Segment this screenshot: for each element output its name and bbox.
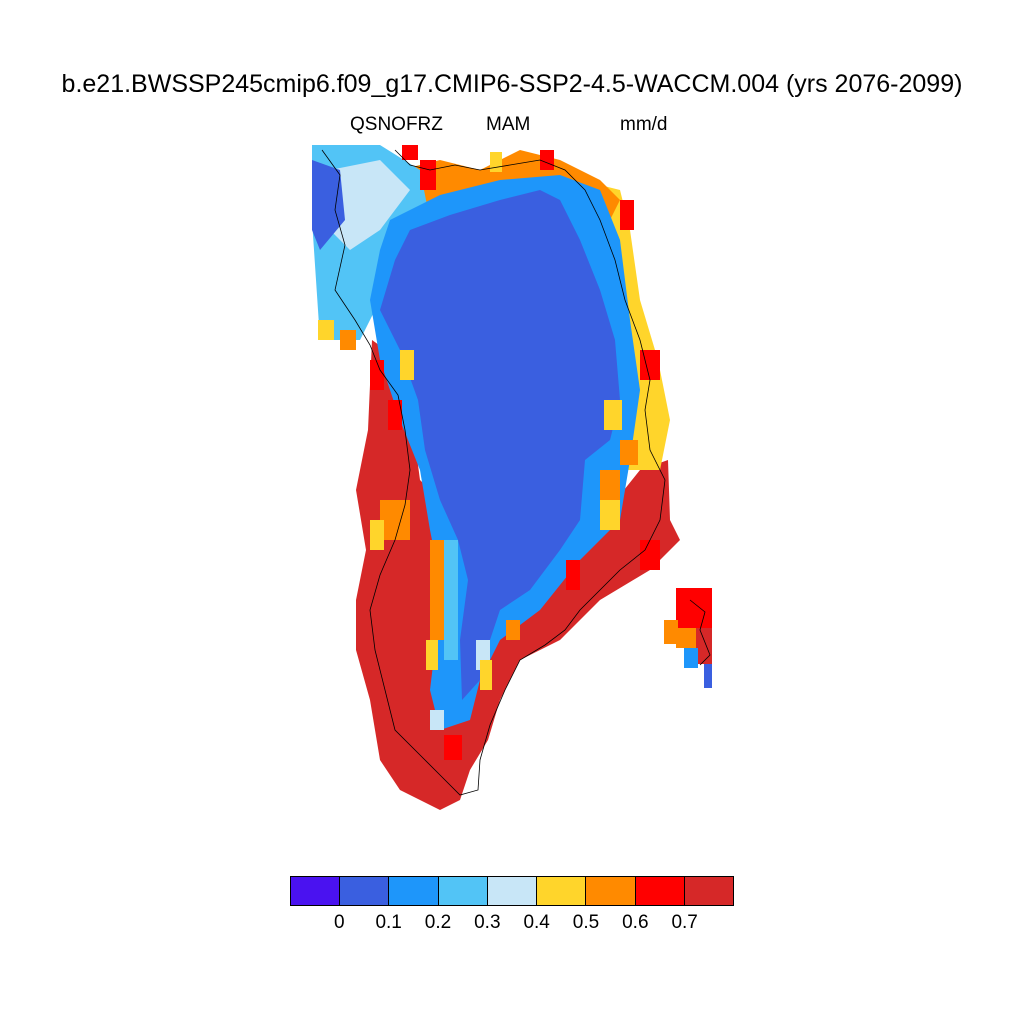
map-patch [430,710,444,730]
colorbar-swatch [586,877,636,905]
plot-title: b.e21.BWSSP245cmip6.f09_g17.CMIP6-SSP2-4… [61,70,963,98]
map-patch [370,360,384,390]
colorbar-swatch [340,877,390,905]
colorbar-tick-label: 0.3 [474,912,501,933]
map-patch [604,400,622,430]
colorbar-swatch [438,877,488,905]
colorbar-swatch [389,877,439,905]
map-patch [620,440,638,465]
map-northwest-white [330,160,410,250]
colorbar-tick-label: 0.2 [424,912,452,933]
colorbar-swatch [537,877,587,905]
colorbar-tick-label: 0.6 [622,912,649,933]
colorbar-tick-label: 0.5 [572,912,600,933]
colorbar [290,876,734,906]
colorbar-swatch [487,877,538,905]
map-patch [600,500,620,530]
colorbar-tick-label: 0.7 [671,912,698,933]
map-patch [566,560,580,590]
colorbar-swatch [291,877,341,905]
map-patch [444,540,458,660]
map-patch [640,350,660,380]
map-interior [380,190,620,700]
map-patch [380,500,410,540]
map-patch [640,540,660,570]
variable-name: QSNOFRZ [350,114,443,135]
map-patch [318,320,334,340]
map-patch [426,640,438,670]
map-patch [340,330,356,350]
map-patch [620,200,634,230]
colorbar-swatch [635,877,685,905]
map-patch [490,152,502,172]
coastline [321,149,666,796]
map-patch [600,470,620,500]
season-label: MAM [486,114,531,135]
colorbar-tick-label: 0.1 [375,912,402,933]
map-patch [480,660,492,690]
colorbar-tick-label: 0.4 [523,912,550,933]
map-patch [506,620,520,640]
coastline-island [689,599,711,666]
units-label: mm/d [620,114,668,135]
map-northwest-blue [312,160,345,250]
colorbar-swatch [684,877,733,905]
map-patch [388,400,402,430]
map-patch [430,540,444,640]
map-patch [370,520,384,550]
map-patch [400,350,414,380]
colorbar-tick-label: 0 [334,912,345,933]
map-east-island [664,588,712,688]
map-patch [420,160,436,190]
map-patch [444,735,462,760]
map-patch [540,150,554,170]
map-patch [402,145,418,160]
